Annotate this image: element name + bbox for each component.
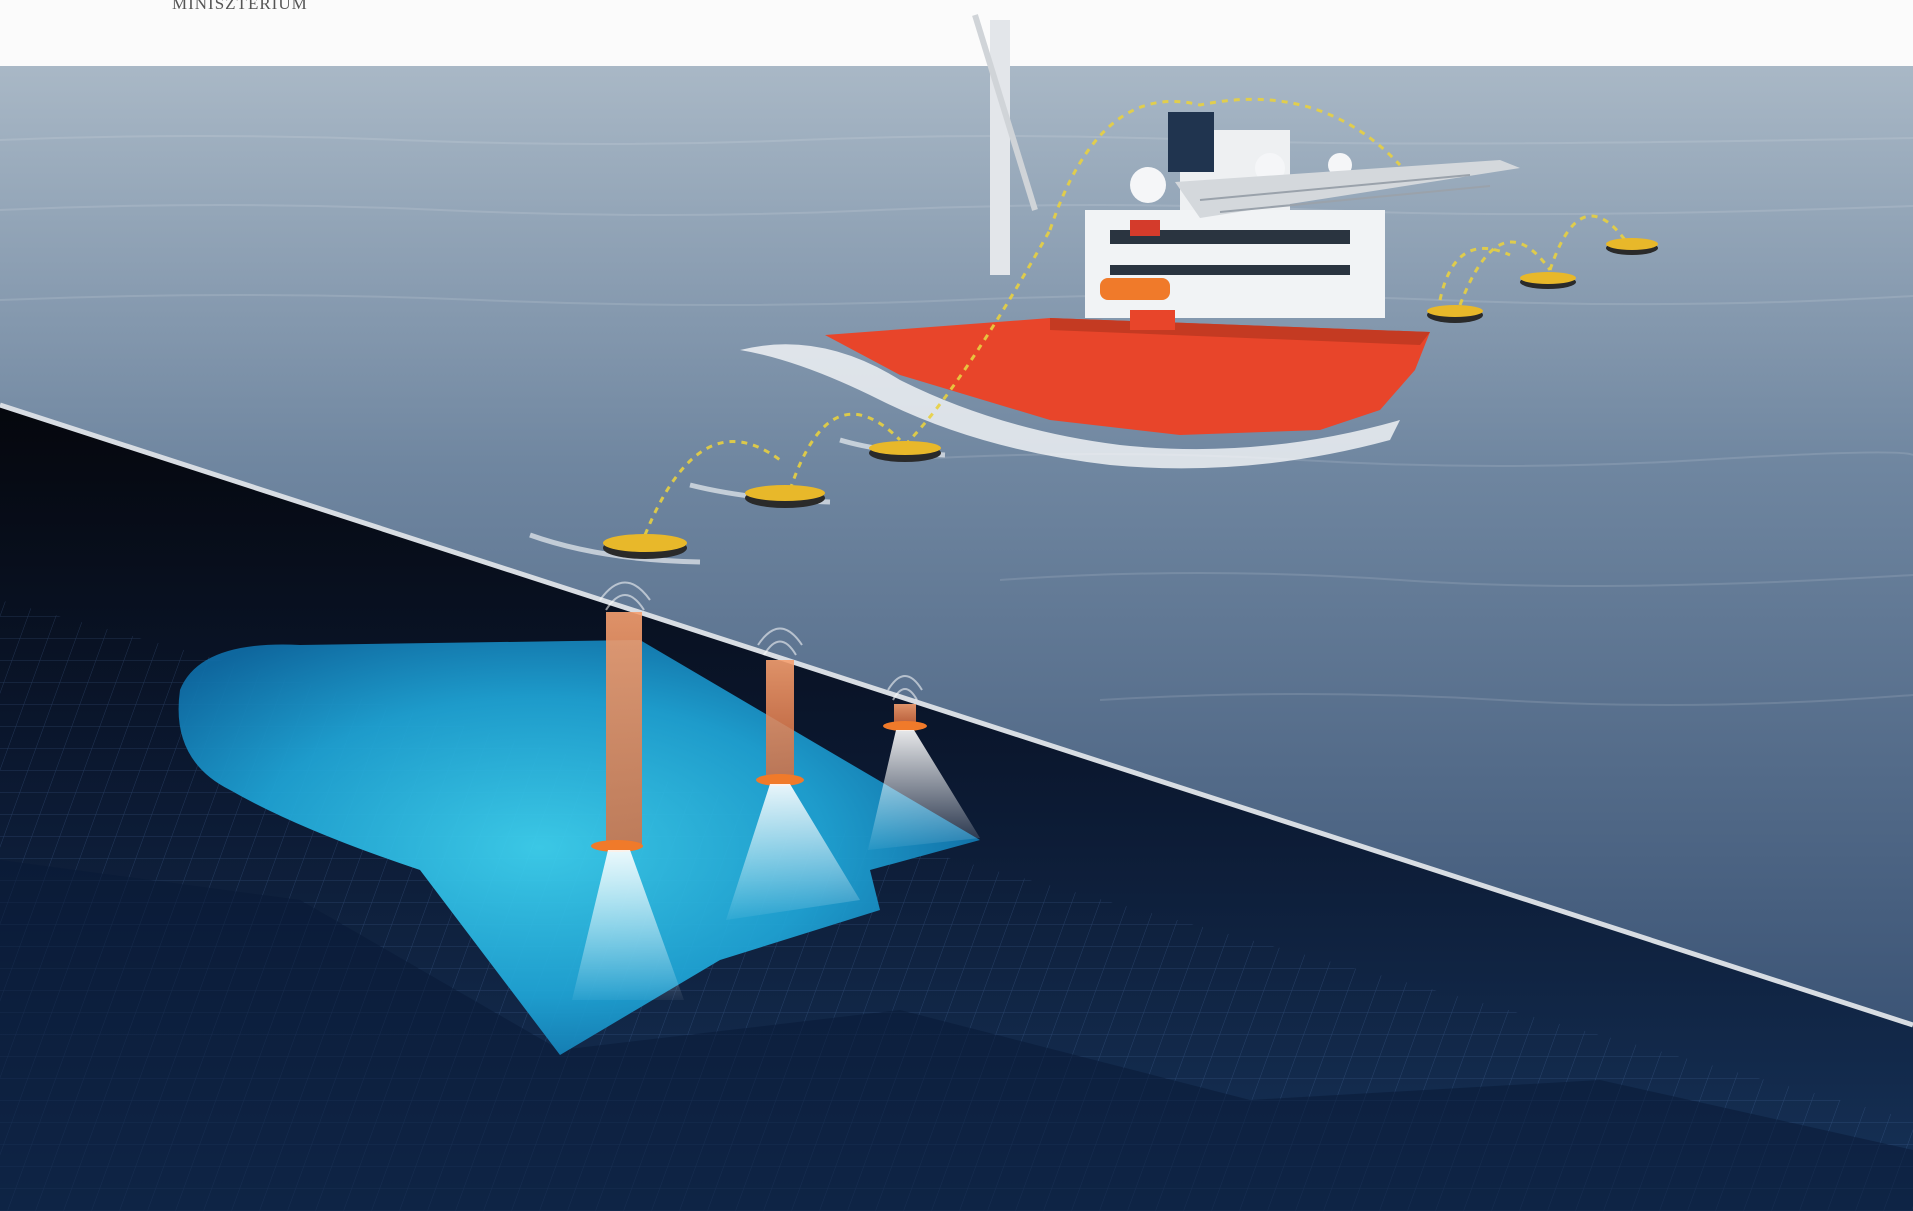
drone-5	[1520, 272, 1576, 289]
ship-hull	[825, 318, 1430, 435]
top-header-strip: MINISZTÉRIUM	[0, 0, 1913, 68]
survey-vessel	[825, 14, 1520, 435]
ministry-label: MINISZTÉRIUM	[172, 0, 308, 13]
drone-6	[1606, 238, 1658, 255]
sonar-pulse-arcs	[599, 581, 923, 701]
sonar-beam-3	[868, 704, 980, 850]
ship-wake	[740, 344, 1400, 469]
drone-1	[529, 532, 701, 565]
wave-texture	[0, 135, 1913, 706]
seabed-terrain-shadow	[0, 860, 1913, 1211]
drone-fleet	[529, 238, 1658, 565]
sonar-beam-1	[572, 612, 684, 1000]
ship-crane	[990, 20, 1010, 275]
drone-2	[689, 482, 831, 508]
drone-trajectory-arcs	[643, 97, 1627, 536]
section-cut-edge	[0, 402, 1913, 1028]
helideck	[1175, 160, 1520, 218]
sonar-beam-2	[726, 660, 860, 920]
drone-4	[1427, 305, 1483, 323]
drone-3	[839, 437, 946, 462]
